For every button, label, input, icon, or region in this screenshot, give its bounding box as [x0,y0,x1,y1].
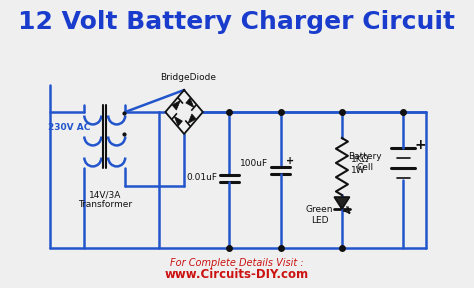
Polygon shape [334,197,350,209]
Text: 1KΩ
1W: 1KΩ 1W [350,155,369,175]
Text: BridgeDiode: BridgeDiode [160,73,216,82]
Polygon shape [174,116,182,126]
Text: +: + [415,138,426,152]
Text: Green
LED: Green LED [306,205,333,225]
Text: 12 Volt Battery Charger Circuit: 12 Volt Battery Charger Circuit [18,10,456,34]
Text: 14V/3A
Transformer: 14V/3A Transformer [78,190,132,209]
Polygon shape [188,114,196,124]
Text: 100uF: 100uF [240,158,269,168]
Text: For Complete Details Visit :: For Complete Details Visit : [170,258,304,268]
Text: 0.01uF: 0.01uF [186,173,218,183]
Polygon shape [172,101,180,110]
Text: +: + [286,156,295,166]
Polygon shape [186,98,194,107]
Text: Battery
Cell: Battery Cell [348,152,382,172]
Text: www.Circuits-DIY.com: www.Circuits-DIY.com [165,268,309,281]
Text: 230V AC: 230V AC [48,122,91,132]
